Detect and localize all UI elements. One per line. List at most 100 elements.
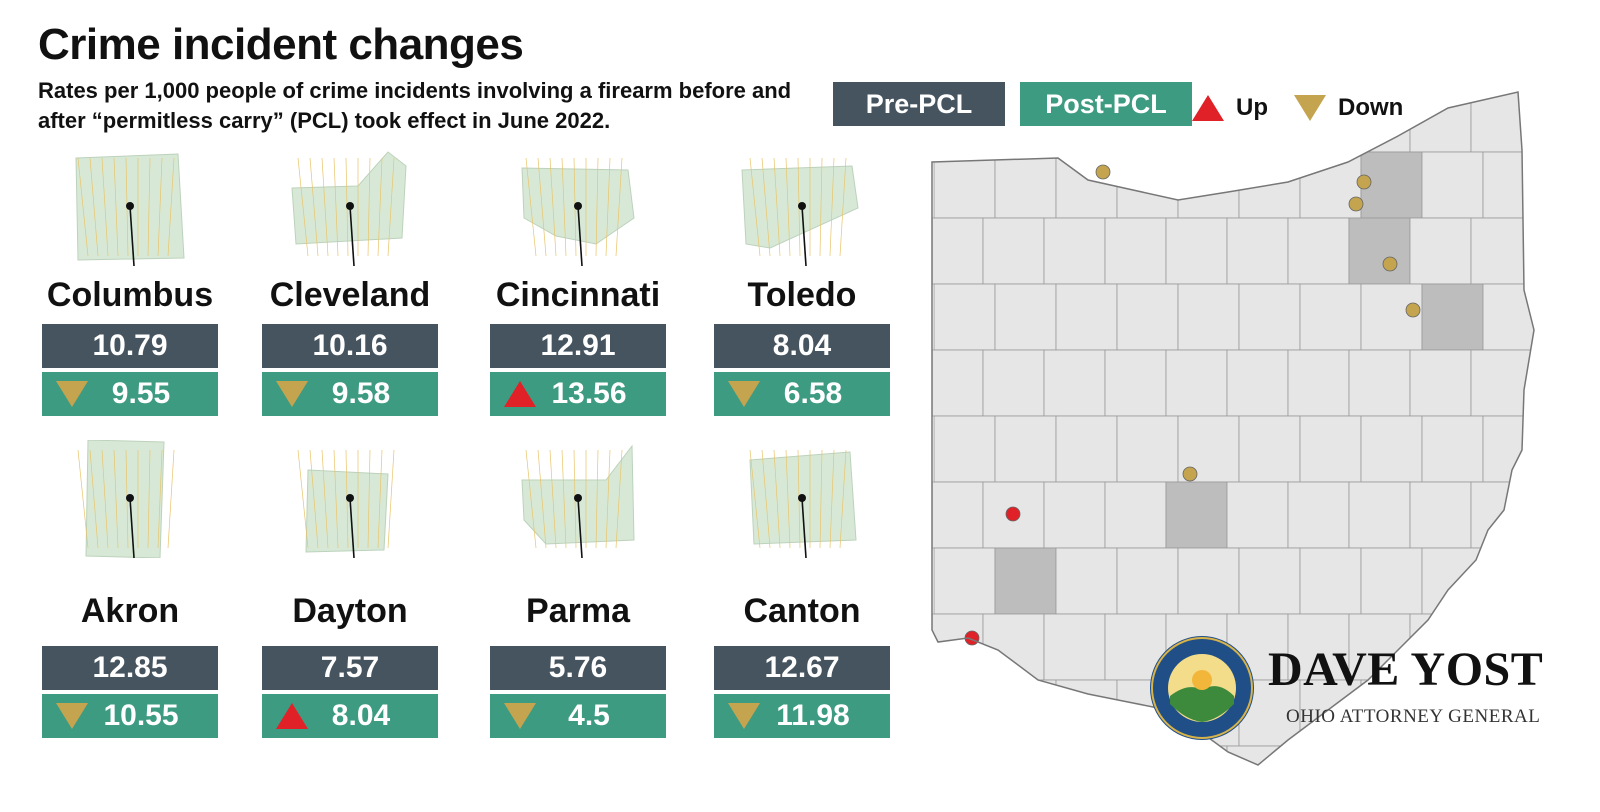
post-pcl-number: 4.5 <box>568 699 610 732</box>
county-shape <box>1055 283 1118 351</box>
county-shape <box>1360 151 1423 219</box>
county-shape <box>932 481 984 549</box>
county-shape <box>1299 547 1362 615</box>
county-shape <box>1299 415 1362 483</box>
county-shape <box>933 679 996 747</box>
post-pcl-number: 13.56 <box>551 377 627 410</box>
county-shape <box>1104 745 1167 765</box>
county-shape <box>1177 547 1240 615</box>
pre-pcl-value: 12.85 <box>42 646 218 690</box>
city-area-map <box>75 153 185 266</box>
county-shape <box>994 679 1057 747</box>
county-shape <box>1104 349 1167 417</box>
city-pointer-line <box>801 205 807 266</box>
chart-subtitle: Rates per 1,000 people of crime incident… <box>38 78 792 133</box>
post-pcl-number: 9.58 <box>331 377 391 410</box>
county-shape <box>932 349 984 417</box>
map-city-marker <box>1005 506 1021 522</box>
county-shape <box>1226 217 1289 285</box>
map-city-marker <box>1095 164 1111 180</box>
county-shape <box>933 283 996 351</box>
county-shape <box>1360 415 1423 483</box>
city-pointer-line <box>349 497 355 558</box>
county-shape <box>932 613 984 681</box>
chart-title: Crime incident changes <box>38 20 524 69</box>
county-shape <box>1409 349 1472 417</box>
legend-up: Up <box>1192 94 1268 122</box>
county-shape <box>1470 92 1533 153</box>
county-shape <box>1287 92 1350 153</box>
county-shape <box>1482 151 1534 219</box>
post-pcl-number: 8.04 <box>331 699 391 732</box>
city-area-map <box>521 444 635 558</box>
county-shape <box>1043 217 1106 285</box>
county-shape <box>1226 481 1289 549</box>
city-name: Cincinnati <box>495 276 661 314</box>
county-shape <box>1348 481 1411 549</box>
down-triangle-icon <box>728 381 760 407</box>
county-shape <box>982 92 1045 153</box>
brand-office: OHIO ATTORNEY GENERAL <box>1286 706 1541 727</box>
post-pcl-number: 10.55 <box>103 699 179 732</box>
up-triangle-icon <box>276 703 308 729</box>
county-shape <box>1470 481 1533 549</box>
pre-pcl-value: 5.76 <box>490 646 666 690</box>
map-city-marker <box>1382 256 1398 272</box>
county-shape <box>1043 92 1106 153</box>
county-shape <box>1055 679 1118 747</box>
city-area-map <box>291 151 407 266</box>
down-triangle-icon <box>276 381 308 407</box>
down-triangle-icon <box>504 703 536 729</box>
city-area-map <box>521 157 635 266</box>
county-shape <box>1421 547 1484 615</box>
up-triangle-icon <box>504 381 536 407</box>
county-shape <box>1043 481 1106 549</box>
city-name: Toledo <box>747 276 857 314</box>
county-shape <box>1348 92 1411 153</box>
county-shape <box>1360 547 1423 615</box>
up-triangle-icon <box>1192 95 1224 121</box>
county-shape <box>1043 745 1106 765</box>
county-shape <box>1421 283 1484 351</box>
county-shape <box>1116 415 1179 483</box>
county-shape <box>1177 151 1240 219</box>
county-shape <box>1238 415 1301 483</box>
county-shape <box>1165 745 1228 765</box>
pre-pcl-value: 8.04 <box>714 324 890 368</box>
county-shape <box>1299 283 1362 351</box>
county-shape <box>1165 92 1228 153</box>
county-shape <box>994 547 1057 615</box>
county-shape <box>1043 613 1106 681</box>
post-pcl-number: 11.98 <box>776 699 850 732</box>
county-shape <box>994 283 1057 351</box>
county-shape <box>982 217 1045 285</box>
county-shape <box>1177 283 1240 351</box>
county-shape <box>1104 92 1167 153</box>
county-shape <box>1482 547 1534 615</box>
city-area-map <box>741 157 859 266</box>
county-shape <box>1104 481 1167 549</box>
county-shape <box>1287 745 1350 765</box>
post-pcl-number: 6.58 <box>783 377 843 410</box>
post-pcl-value: 11.98 <box>714 694 890 738</box>
county-shape <box>1409 745 1472 765</box>
city-pointer-line <box>801 497 807 558</box>
city-area-map <box>77 440 175 558</box>
city-name: Akron <box>80 592 180 630</box>
county-shape <box>1470 349 1533 417</box>
county-shape <box>933 547 996 615</box>
post-pcl-value: 9.58 <box>262 372 438 416</box>
county-shape <box>1409 217 1472 285</box>
city-card-dayton: Dayton 7.57 8.04 <box>262 440 438 740</box>
county-shape <box>1055 415 1118 483</box>
county-shape <box>1165 217 1228 285</box>
county-shape <box>933 151 996 219</box>
post-pcl-value: 9.55 <box>42 372 218 416</box>
city-pointer-line <box>129 497 135 558</box>
county-shape <box>1238 283 1301 351</box>
county-shape <box>1470 217 1533 285</box>
county-shape <box>1226 92 1289 153</box>
county-shape <box>1116 283 1179 351</box>
county-shape <box>1238 547 1301 615</box>
county-shape <box>1226 349 1289 417</box>
